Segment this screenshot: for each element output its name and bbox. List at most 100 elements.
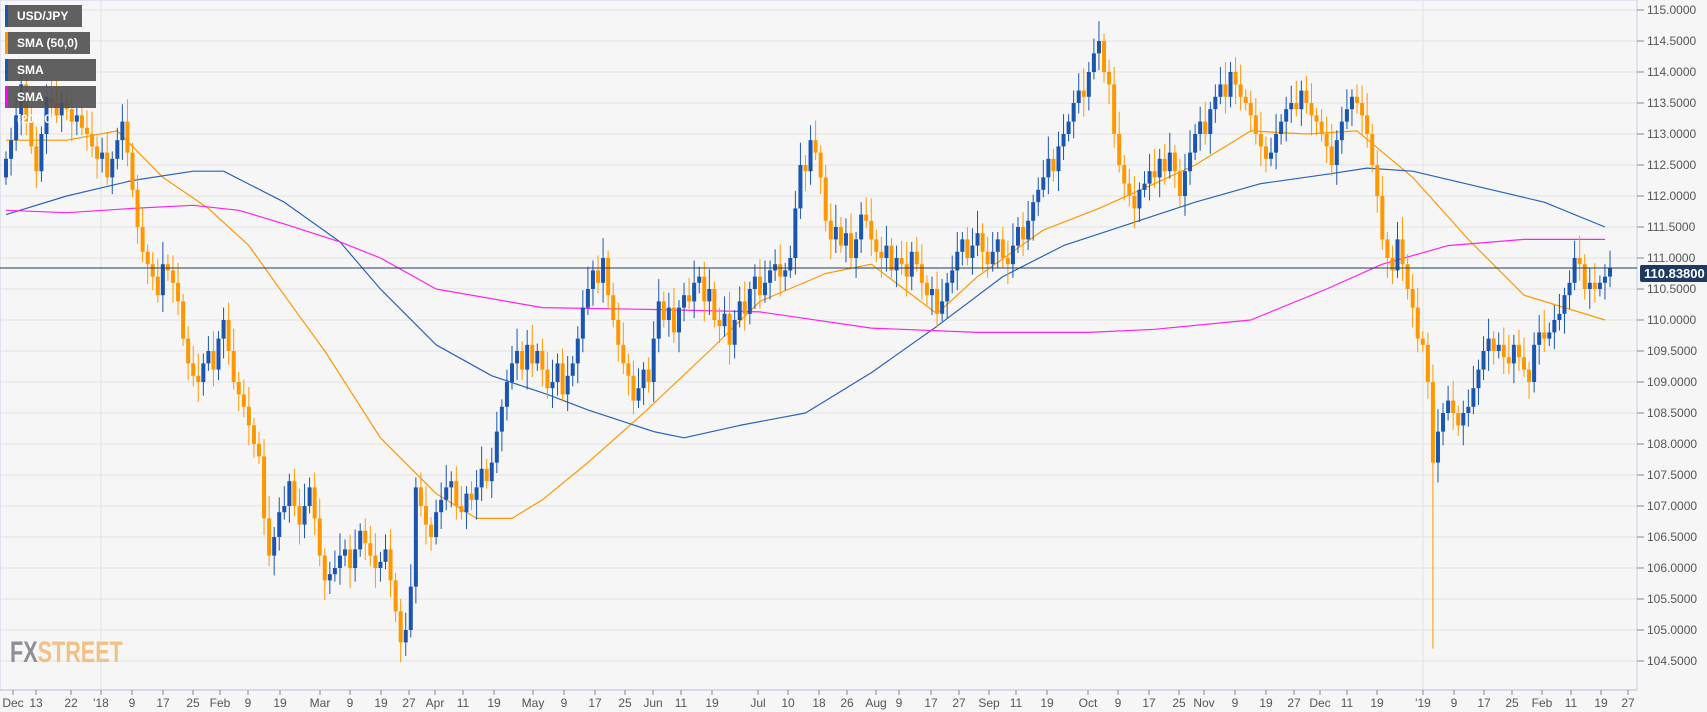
candle-body — [1036, 189, 1041, 203]
y-tick-label: 111.5000 — [1647, 220, 1696, 234]
x-tick-label: '18 — [93, 696, 109, 710]
candle-body — [54, 103, 59, 116]
candle-body — [616, 320, 621, 345]
candle-body — [1592, 282, 1597, 289]
candle-body — [793, 208, 798, 258]
candle-body — [1132, 196, 1137, 209]
candle-body — [697, 276, 702, 283]
legend-label: USD/JPY — [17, 9, 69, 23]
y-tick-label: 106.0000 — [1647, 561, 1697, 575]
x-tick-label: 19 — [1259, 696, 1273, 710]
candle-body — [1263, 146, 1268, 159]
x-tick-label: Mar — [310, 696, 331, 710]
candle-body — [818, 152, 823, 178]
y-tick-label: 115.0000 — [1647, 3, 1696, 17]
candle-body — [1506, 357, 1511, 364]
candle-body — [464, 493, 469, 513]
candle-body — [596, 270, 601, 283]
candle-body — [1309, 103, 1314, 116]
x-tick-label: 19 — [1370, 696, 1384, 710]
x-tick-label: 9 — [1451, 696, 1458, 710]
candle-body — [763, 282, 767, 296]
y-tick-label: 110.0000 — [1647, 313, 1696, 327]
candle-body — [1122, 165, 1127, 184]
legend-usdjpy[interactable]: USD/JPY — [5, 5, 82, 27]
candle-body — [1410, 289, 1415, 308]
candle-body — [1608, 268, 1613, 277]
x-axis: Dec 13 22 '18 9 17 25 Feb 9 19 Mar 9 19 27 Apr 11 19 May 9… — [0, 689, 1637, 710]
legend-swatch — [5, 32, 8, 54]
x-tick-label: Oct — [1079, 696, 1098, 710]
candle-body — [1066, 121, 1071, 134]
candle-body — [945, 282, 950, 302]
candle-body — [1253, 115, 1258, 134]
x-tick-label: Jun — [643, 696, 662, 710]
candle-body — [327, 574, 332, 581]
y-tick-label: 105.5000 — [1647, 592, 1697, 606]
candle-body — [1602, 276, 1607, 283]
candle-body — [1304, 90, 1309, 103]
candle-body — [1269, 152, 1273, 159]
candle-body — [246, 406, 251, 426]
candle-body — [813, 140, 818, 153]
candle-body — [196, 375, 201, 382]
candle-body — [585, 289, 590, 308]
candle-body — [656, 301, 661, 339]
legend-sma50[interactable]: SMA (50,0) — [5, 32, 90, 54]
x-tick-label: 11 — [1341, 696, 1354, 710]
candle-body — [1577, 258, 1582, 265]
candle-body — [160, 264, 165, 296]
candle-body — [267, 518, 272, 556]
candle-body — [828, 220, 833, 240]
legend-swatch — [5, 5, 8, 27]
x-tick-label: Aug — [865, 696, 886, 710]
candle-body — [1562, 295, 1567, 314]
candle-body — [449, 481, 454, 488]
candle-body — [773, 264, 778, 271]
y-tick-label: 111.0000 — [1647, 251, 1696, 265]
x-tick-label: 11 — [1010, 696, 1023, 710]
x-tick-label: 9 — [347, 696, 354, 710]
x-tick-label: 19 — [705, 696, 719, 710]
candle-body — [332, 568, 337, 575]
candle-body — [843, 233, 848, 246]
candle-body — [570, 363, 575, 376]
candle-body — [241, 394, 246, 407]
x-tick-label: 25 — [1505, 696, 1519, 710]
candle-body — [1365, 115, 1370, 134]
candle-body — [191, 363, 196, 376]
candle-body — [1344, 109, 1349, 122]
candle-body — [1400, 239, 1405, 265]
y-tick-label: 106.5000 — [1647, 530, 1697, 544]
candle-body — [560, 363, 565, 395]
candle-body — [337, 555, 342, 568]
candle-body — [262, 456, 267, 519]
candle-body — [120, 121, 125, 141]
candle-body — [666, 307, 671, 320]
x-tick-label: 27 — [1621, 696, 1635, 710]
candle-body — [1203, 121, 1208, 134]
candle-body — [768, 270, 773, 283]
legend-sma100[interactable]: SMA (100,0) — [5, 59, 96, 99]
candle-body — [545, 369, 550, 389]
candle-body — [798, 165, 803, 209]
candle-body — [975, 233, 980, 246]
candle-body — [904, 264, 909, 277]
candle-body — [1420, 338, 1425, 345]
candle-body — [778, 264, 783, 277]
candle-body — [358, 530, 363, 550]
candle-body — [1274, 134, 1279, 153]
candle-body — [393, 580, 398, 612]
candle-body — [1162, 158, 1167, 172]
candle-body — [231, 351, 236, 382]
candle-body — [1005, 258, 1010, 265]
candle-body — [1319, 121, 1324, 134]
y-tick-label: 107.0000 — [1647, 499, 1697, 513]
x-tick-label: 9 — [896, 696, 903, 710]
candle-body — [1086, 72, 1091, 97]
candle-body — [1243, 96, 1248, 103]
legend-sma200[interactable]: SMA (200,0) — [5, 86, 96, 126]
candle-body — [702, 276, 707, 302]
candle-body — [100, 152, 105, 159]
